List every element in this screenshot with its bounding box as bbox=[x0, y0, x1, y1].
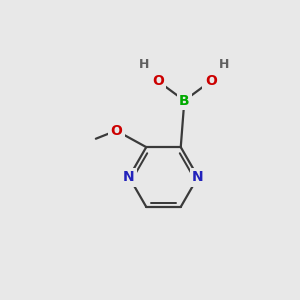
Text: O: O bbox=[205, 74, 217, 88]
Text: N: N bbox=[192, 170, 204, 184]
Text: B: B bbox=[179, 94, 190, 108]
Text: H: H bbox=[219, 58, 230, 71]
Text: O: O bbox=[110, 124, 122, 138]
Text: N: N bbox=[123, 170, 135, 184]
Text: H: H bbox=[139, 58, 150, 71]
Text: O: O bbox=[152, 74, 164, 88]
